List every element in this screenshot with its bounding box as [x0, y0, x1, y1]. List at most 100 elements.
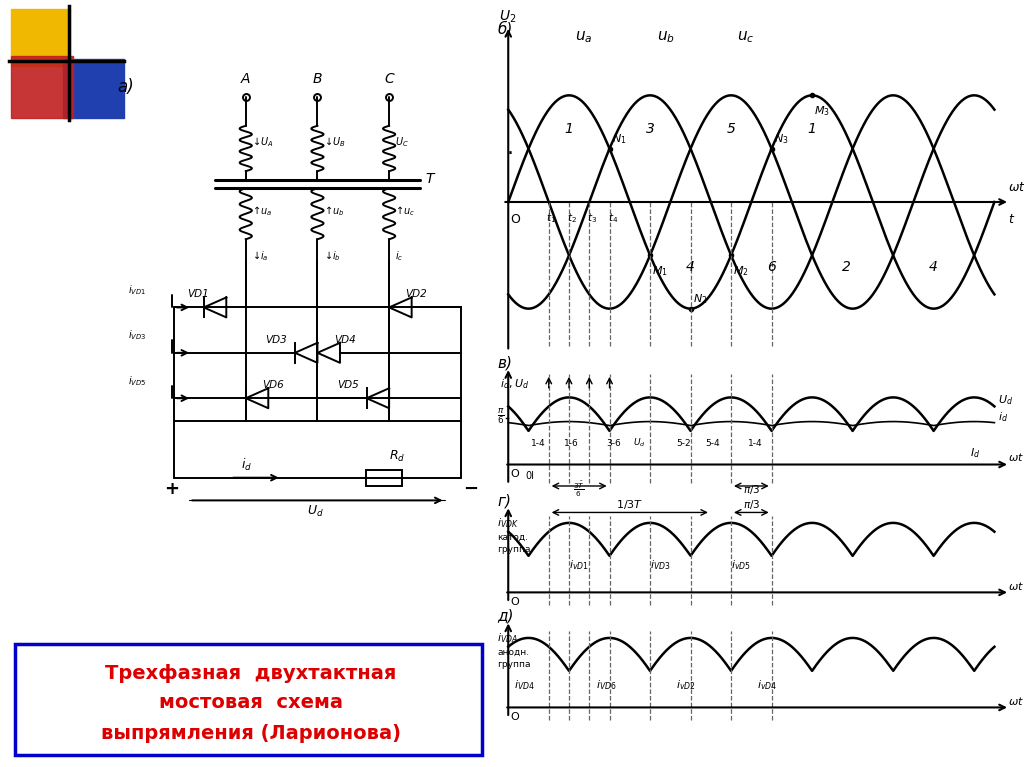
Text: 2: 2 — [843, 260, 851, 275]
Text: $u_c$: $u_c$ — [736, 29, 754, 44]
Text: $\omega t$: $\omega t$ — [1008, 695, 1024, 706]
Bar — [62, 58, 124, 118]
Text: T: T — [425, 172, 433, 186]
Text: $t_4$: $t_4$ — [607, 211, 617, 225]
Text: C: C — [384, 72, 394, 86]
Text: ↓$i_a$: ↓$i_a$ — [252, 249, 268, 263]
Text: $u_a$: $u_a$ — [575, 29, 593, 44]
Text: ↑$u_c$: ↑$u_c$ — [395, 204, 416, 218]
Text: VD1: VD1 — [186, 289, 209, 299]
Text: 1-6: 1-6 — [563, 439, 579, 448]
Text: $t_1$: $t_1$ — [546, 211, 556, 225]
Text: 1-4: 1-4 — [531, 439, 546, 448]
Text: $\omega t$: $\omega t$ — [1008, 181, 1024, 194]
Text: $N_1$: $N_1$ — [612, 132, 627, 146]
Text: $i_{VD3}$: $i_{VD3}$ — [650, 558, 671, 572]
Text: $i_{VD4}$: $i_{VD4}$ — [514, 678, 535, 692]
Text: $N_2$: $N_2$ — [693, 292, 708, 306]
Text: ↓$i_b$: ↓$i_b$ — [324, 249, 340, 263]
Bar — [11, 56, 73, 118]
Text: 3-6: 3-6 — [606, 439, 621, 448]
Text: $i_{VDA}$: $i_{VDA}$ — [498, 631, 518, 645]
Text: VD2: VD2 — [406, 289, 427, 299]
Text: VD5: VD5 — [337, 380, 358, 390]
Text: $U_2$: $U_2$ — [499, 8, 516, 25]
Text: O: O — [510, 469, 519, 479]
Text: $i_{vD1}$: $i_{vD1}$ — [569, 558, 589, 572]
Text: 6: 6 — [767, 260, 776, 275]
Text: 5-2: 5-2 — [677, 439, 691, 448]
Text: анодн.: анодн. — [498, 648, 529, 657]
Text: $i_d$: $i_d$ — [998, 410, 1009, 423]
Text: в): в) — [498, 355, 512, 370]
Text: $i_{VDK}$: $i_{VDK}$ — [498, 516, 519, 530]
Text: −: − — [463, 479, 478, 498]
Text: группа: группа — [498, 545, 530, 554]
Text: б): б) — [498, 21, 513, 37]
Text: VD3: VD3 — [265, 334, 287, 344]
Text: $U_d$: $U_d$ — [998, 393, 1014, 407]
Text: O: O — [511, 213, 520, 226]
Text: $N_3$: $N_3$ — [774, 132, 788, 146]
Text: $t_3$: $t_3$ — [588, 211, 597, 225]
Text: +: + — [164, 479, 179, 498]
Text: $\omega t$: $\omega t$ — [1008, 451, 1024, 463]
Text: 5: 5 — [727, 122, 735, 136]
Text: $U_d$: $U_d$ — [633, 436, 646, 449]
Text: 3: 3 — [645, 122, 654, 136]
Text: $1/3T$: $1/3T$ — [616, 498, 643, 511]
Text: 1: 1 — [564, 122, 573, 136]
Text: O: O — [510, 597, 519, 607]
Text: группа: группа — [498, 660, 530, 669]
Text: $i_{VD3}$: $i_{VD3}$ — [128, 328, 146, 342]
Text: $i_{VD1}$: $i_{VD1}$ — [128, 283, 146, 297]
Text: а): а) — [118, 77, 134, 96]
Text: $M_3$: $M_3$ — [814, 104, 830, 118]
Text: ↓$U_B$: ↓$U_B$ — [324, 136, 345, 150]
Text: $i_{vD4}$: $i_{vD4}$ — [758, 678, 777, 692]
Text: $\frac{\pi}{6}$: $\frac{\pi}{6}$ — [498, 407, 505, 426]
Text: $\pi/3$: $\pi/3$ — [742, 498, 760, 511]
Text: $\frac{3\bar{T}}{6}$: $\frac{3\bar{T}}{6}$ — [573, 479, 585, 499]
Text: выпрямления (Ларионова): выпрямления (Ларионова) — [101, 724, 400, 742]
Text: VD4: VD4 — [334, 334, 355, 344]
Text: $U_C$: $U_C$ — [395, 136, 409, 150]
Text: $i_d$: $i_d$ — [241, 457, 252, 473]
Text: ↑$u_b$: ↑$u_b$ — [324, 204, 344, 218]
Text: $R_d$: $R_d$ — [389, 449, 406, 463]
Text: $i_{vD2}$: $i_{vD2}$ — [676, 678, 696, 692]
Text: $I_d$: $I_d$ — [970, 446, 980, 460]
Text: д): д) — [498, 608, 514, 624]
Text: O: O — [510, 712, 519, 722]
Text: $\pi/3$: $\pi/3$ — [742, 482, 760, 495]
Text: 1-4: 1-4 — [748, 439, 763, 448]
Text: VD6: VD6 — [262, 380, 284, 390]
Text: $t$: $t$ — [1008, 213, 1015, 226]
Bar — [367, 469, 402, 486]
Text: ↓$U_A$: ↓$U_A$ — [252, 136, 273, 150]
Text: .: . — [506, 138, 513, 158]
Text: катод.: катод. — [498, 533, 528, 542]
Text: $u_b$: $u_b$ — [656, 29, 675, 44]
Text: $i_c$: $i_c$ — [395, 249, 403, 263]
Text: $i_{VD6}$: $i_{VD6}$ — [596, 678, 616, 692]
Text: 4: 4 — [929, 260, 938, 275]
Text: $i_{VD5}$: $i_{VD5}$ — [128, 374, 146, 388]
Text: A: A — [241, 72, 251, 86]
Text: г): г) — [498, 493, 511, 509]
Text: $U_d$: $U_d$ — [307, 504, 324, 518]
Text: $M_1$: $M_1$ — [652, 265, 669, 278]
Text: $i_{vD5}$: $i_{vD5}$ — [731, 558, 751, 572]
Text: 5-4: 5-4 — [706, 439, 720, 448]
Text: $\omega t$: $\omega t$ — [1008, 580, 1024, 591]
Text: 0I: 0I — [525, 471, 535, 481]
Text: $M_2$: $M_2$ — [733, 265, 750, 278]
Text: ↑$u_a$: ↑$u_a$ — [252, 204, 272, 218]
Text: $i_d,U_d$: $i_d,U_d$ — [500, 377, 528, 391]
Text: 4: 4 — [686, 260, 695, 275]
Text: мостовая  схема: мостовая схема — [159, 693, 343, 712]
Text: Трехфазная  двухтактная: Трехфазная двухтактная — [105, 664, 396, 683]
Text: $t_2$: $t_2$ — [567, 211, 577, 225]
Bar — [11, 8, 71, 66]
Text: B: B — [312, 72, 323, 86]
